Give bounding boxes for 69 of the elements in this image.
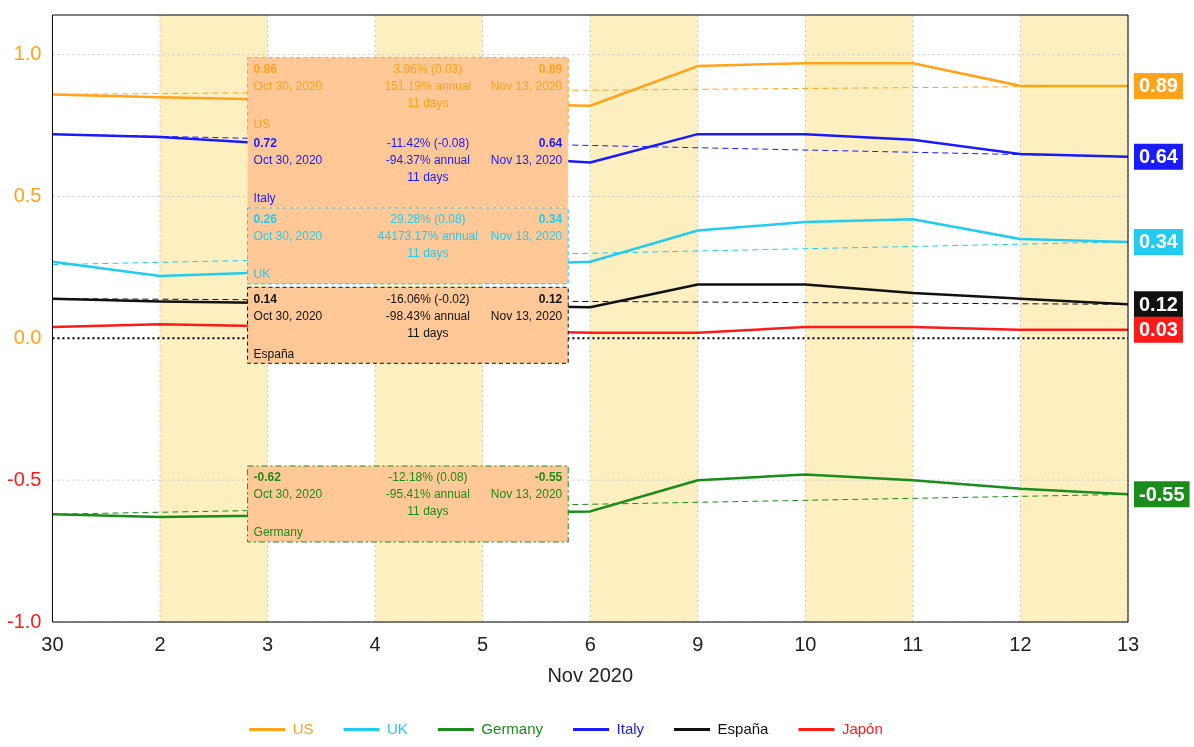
annotation: 0.12 xyxy=(538,291,563,306)
annotation: Germany xyxy=(253,525,303,540)
x-tick-label: 4 xyxy=(369,632,381,655)
annotation: Oct 30, 2020 xyxy=(253,308,323,323)
annotation: 11 days xyxy=(407,246,449,261)
data-label: 0.03 xyxy=(1139,318,1178,341)
annotation: Oct 30, 2020 xyxy=(253,487,323,502)
annotation: 11 days xyxy=(407,504,449,519)
y-tick-label: -0.5 xyxy=(6,467,42,490)
annotation: 0.72 xyxy=(253,135,278,150)
x-tick-label: 12 xyxy=(1009,632,1032,655)
annotation: Nov 13, 2020 xyxy=(490,229,563,244)
annotation: Nov 13, 2020 xyxy=(490,487,563,502)
annotation: -16.06% (-0.02) xyxy=(386,291,470,306)
y-tick-label: 1.0 xyxy=(13,42,42,65)
data-label: 0.64 xyxy=(1139,145,1179,168)
annotation: 29.28% (0.08) xyxy=(390,212,466,227)
data-label: 0.89 xyxy=(1139,74,1178,97)
annotation: Oct 30, 2020 xyxy=(253,78,323,93)
annotation: 11 days xyxy=(407,325,449,340)
legend-label: Italy xyxy=(616,719,645,737)
annotation: 0.34 xyxy=(538,212,563,227)
annotation: Nov 13, 2020 xyxy=(490,308,563,323)
legend-label: Japón xyxy=(841,719,883,737)
legend-label: España xyxy=(717,719,770,737)
data-label: 0.34 xyxy=(1139,230,1179,253)
legend-label: Germany xyxy=(481,719,544,737)
x-tick-label: 3 xyxy=(262,632,274,655)
data-label: -0.55 xyxy=(1139,482,1185,505)
annotation: España xyxy=(253,346,295,361)
annotation: 3.96% (0.03) xyxy=(393,61,463,76)
annotation: Oct 30, 2020 xyxy=(253,152,323,167)
data-label: 0.12 xyxy=(1139,292,1178,315)
legend-label: UK xyxy=(387,719,408,737)
annotation: -98.43% annual xyxy=(385,308,470,323)
annotation: UK xyxy=(253,267,271,282)
annotation: 0.64 xyxy=(538,135,563,150)
x-tick-label: 9 xyxy=(692,632,704,655)
annotation: 0.89 xyxy=(538,61,563,76)
annotation: -95.41% annual xyxy=(385,487,470,502)
annotation: 0.86 xyxy=(253,61,278,76)
annotation: 11 days xyxy=(407,95,449,110)
x-tick-label: 13 xyxy=(1116,632,1140,655)
annotation: Nov 13, 2020 xyxy=(490,152,563,167)
annotation: -0.62 xyxy=(253,470,282,485)
annotation: 0.26 xyxy=(253,212,278,227)
annotation: Italy xyxy=(253,190,276,205)
annotation: 151.19% annual xyxy=(384,78,472,93)
annotation: US xyxy=(253,116,271,131)
annotation: -12.18% (0.08) xyxy=(388,470,468,485)
x-tick-label: 10 xyxy=(794,632,817,655)
annotation: -94.37% annual xyxy=(385,152,470,167)
annotation: 0.14 xyxy=(253,291,278,306)
x-tick-label: 11 xyxy=(902,632,924,655)
y-tick-label: 0.5 xyxy=(13,184,42,207)
y-tick-label: -1.0 xyxy=(6,609,42,632)
x-tick-label: 2 xyxy=(154,632,166,655)
annotation: 44173.17% annual xyxy=(377,229,478,244)
x-tick-label: 30 xyxy=(41,632,64,655)
annotation: Oct 30, 2020 xyxy=(253,229,323,244)
y-tick-label: 0.0 xyxy=(13,325,42,348)
x-axis-title: Nov 2020 xyxy=(547,663,634,686)
annotation: 11 days xyxy=(407,169,449,184)
annotation: Nov 13, 2020 xyxy=(490,78,563,93)
annotation: -11.42% (-0.08) xyxy=(386,135,470,150)
x-tick-label: 6 xyxy=(584,632,596,655)
x-tick-label: 5 xyxy=(477,632,489,655)
legend-label: US xyxy=(292,719,314,737)
annotation: -0.55 xyxy=(534,470,563,485)
